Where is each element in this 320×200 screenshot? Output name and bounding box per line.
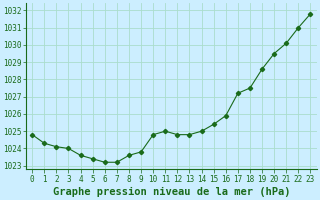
X-axis label: Graphe pression niveau de la mer (hPa): Graphe pression niveau de la mer (hPa) (52, 186, 290, 197)
